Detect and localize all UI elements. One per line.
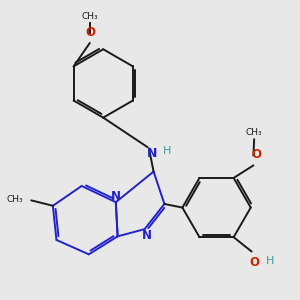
Text: CH₃: CH₃: [246, 128, 262, 137]
Text: O: O: [250, 256, 260, 269]
Text: N: N: [111, 190, 121, 203]
Text: O: O: [251, 148, 261, 161]
Text: O: O: [85, 26, 95, 39]
Text: N: N: [147, 147, 157, 160]
Text: H: H: [163, 146, 171, 156]
Text: N: N: [141, 229, 152, 242]
Text: H: H: [266, 256, 275, 266]
Text: CH₃: CH₃: [82, 12, 98, 21]
Text: CH₃: CH₃: [7, 195, 23, 204]
